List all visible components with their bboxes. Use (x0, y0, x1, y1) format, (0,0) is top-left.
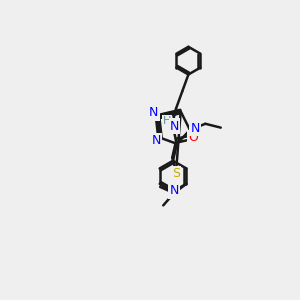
Text: O: O (188, 131, 198, 144)
Text: N: N (170, 120, 179, 133)
Text: N: N (169, 184, 179, 197)
Text: H: H (163, 116, 171, 127)
Text: S: S (172, 167, 180, 180)
Text: N: N (149, 106, 158, 119)
Text: N: N (152, 134, 161, 147)
Text: N: N (190, 122, 200, 135)
